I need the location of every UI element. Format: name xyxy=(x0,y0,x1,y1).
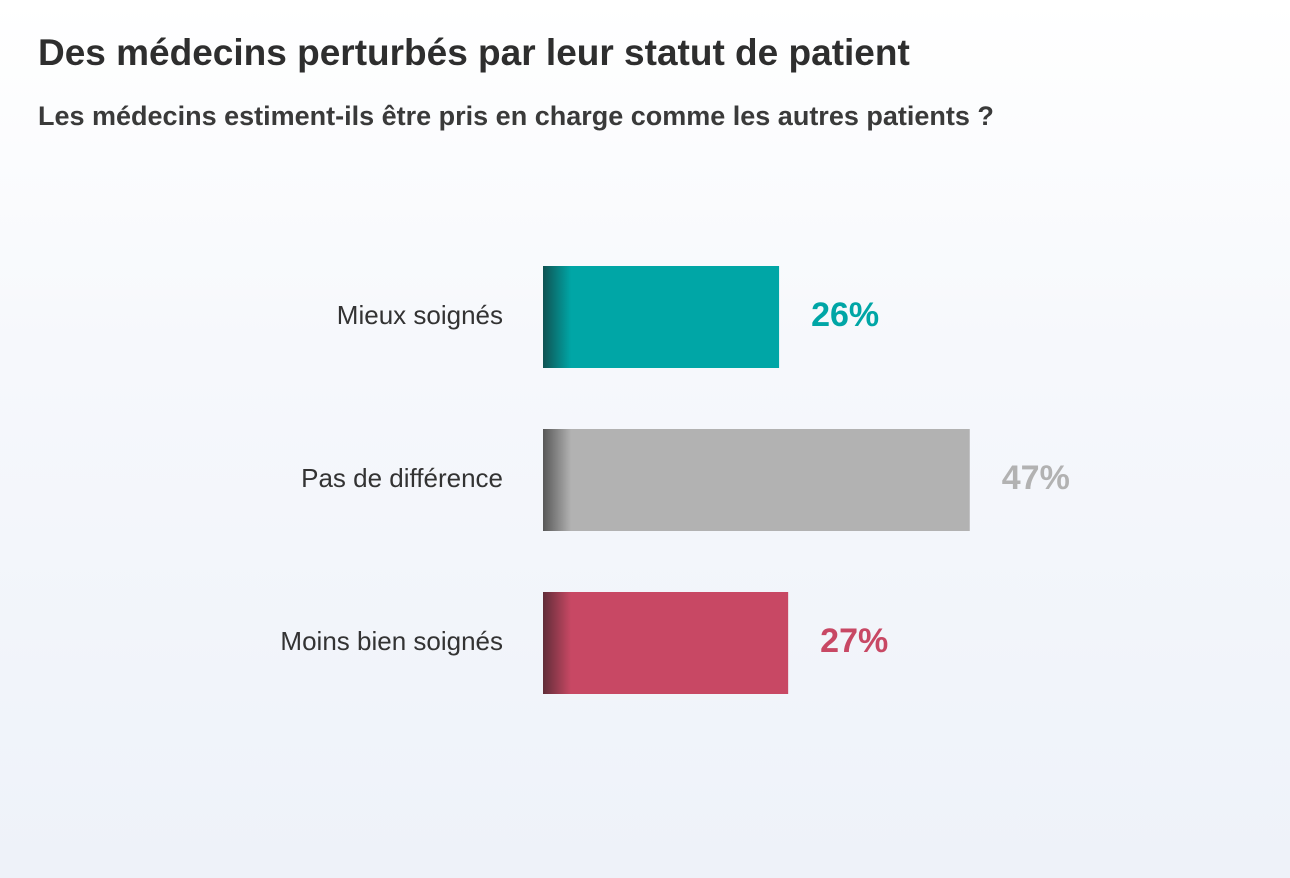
value-label: 47% xyxy=(1002,459,1070,497)
bar-shadow xyxy=(543,592,571,694)
bar-shadow xyxy=(543,266,571,368)
bar xyxy=(543,429,970,531)
chart-title: Des médecins perturbés par leur statut d… xyxy=(38,32,910,73)
chart-subtitle: Les médecins estiment-ils être pris en c… xyxy=(38,101,994,131)
category-label: Moins bien soignés xyxy=(280,626,503,656)
value-label: 27% xyxy=(820,622,888,660)
bar-shadow xyxy=(543,429,571,531)
bar xyxy=(543,266,780,368)
category-label: Mieux soignés xyxy=(337,300,503,330)
bar xyxy=(543,592,789,694)
value-label: 26% xyxy=(811,296,879,334)
category-label: Pas de différence xyxy=(301,463,503,493)
